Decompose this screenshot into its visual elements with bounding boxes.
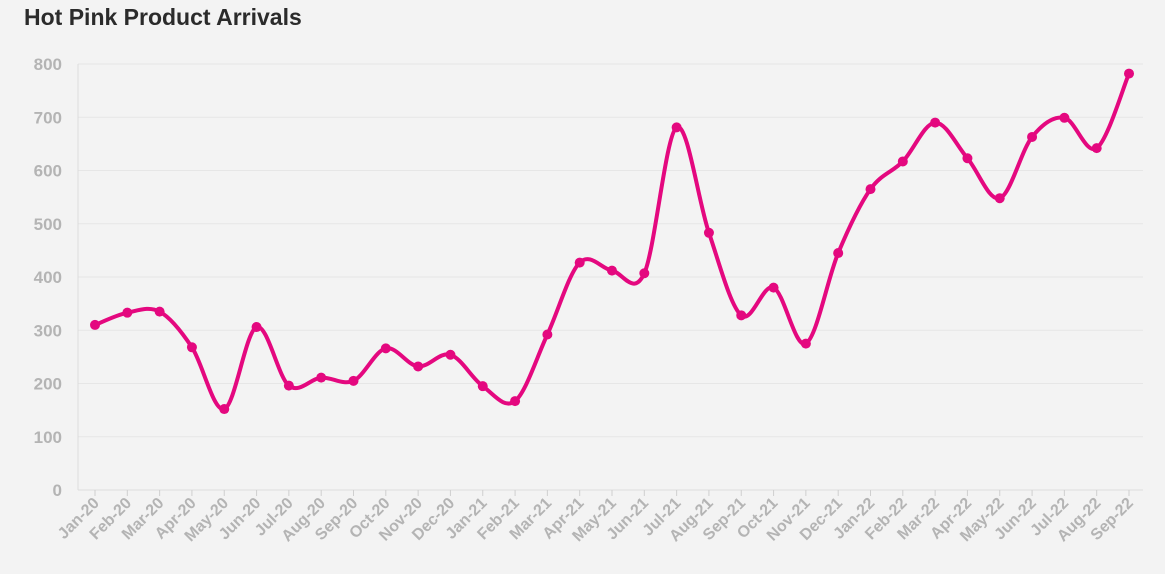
axes	[77, 64, 1143, 496]
data-point[interactable]	[219, 404, 230, 415]
data-point[interactable]	[639, 268, 650, 279]
data-point[interactable]	[1124, 68, 1134, 79]
series-points	[90, 68, 1134, 415]
y-tick-label: 500	[34, 215, 62, 234]
x-tick-labels: Jan-20Feb-20Mar-20Apr-20May-20Jun-20Jul-…	[55, 495, 1137, 545]
data-point[interactable]	[703, 227, 714, 238]
data-point[interactable]	[994, 193, 1005, 204]
data-point[interactable]	[962, 153, 973, 164]
data-point[interactable]	[1059, 112, 1070, 123]
y-tick-label: 0	[53, 481, 62, 500]
data-point[interactable]	[90, 319, 100, 330]
data-point[interactable]	[930, 117, 941, 128]
data-point[interactable]	[607, 265, 617, 276]
data-point[interactable]	[800, 338, 811, 349]
data-point[interactable]	[445, 349, 456, 360]
data-point[interactable]	[154, 306, 165, 317]
y-tick-label: 300	[34, 321, 62, 340]
y-tick-label: 800	[34, 55, 62, 74]
data-point[interactable]	[251, 322, 262, 333]
data-point[interactable]	[1027, 131, 1038, 142]
data-point[interactable]	[283, 380, 294, 391]
data-point[interactable]	[380, 343, 391, 354]
data-point[interactable]	[348, 375, 359, 386]
data-point[interactable]	[865, 184, 876, 195]
series-line	[93, 71, 1131, 412]
y-tick-label: 700	[34, 108, 62, 127]
data-point[interactable]	[768, 282, 779, 293]
chart-title: Hot Pink Product Arrivals	[24, 4, 302, 30]
data-point[interactable]	[316, 372, 327, 383]
data-point[interactable]	[1091, 143, 1102, 154]
data-point[interactable]	[477, 381, 488, 392]
y-tick-label: 200	[34, 375, 62, 394]
data-point[interactable]	[413, 361, 424, 372]
data-point[interactable]	[671, 122, 682, 133]
series-line-path	[93, 71, 1131, 412]
data-point[interactable]	[542, 329, 553, 340]
data-point[interactable]	[897, 156, 908, 167]
data-point[interactable]	[736, 310, 747, 321]
data-point[interactable]	[833, 248, 844, 259]
data-point[interactable]	[186, 342, 197, 353]
data-point[interactable]	[122, 307, 133, 318]
y-tick-label: 400	[34, 268, 62, 287]
data-point[interactable]	[574, 257, 585, 268]
y-tick-label: 600	[34, 162, 62, 181]
y-tick-label: 100	[34, 428, 62, 447]
data-point[interactable]	[510, 396, 521, 407]
y-tick-labels: 0 100 200 300 400 500 600 700 800	[34, 55, 62, 500]
